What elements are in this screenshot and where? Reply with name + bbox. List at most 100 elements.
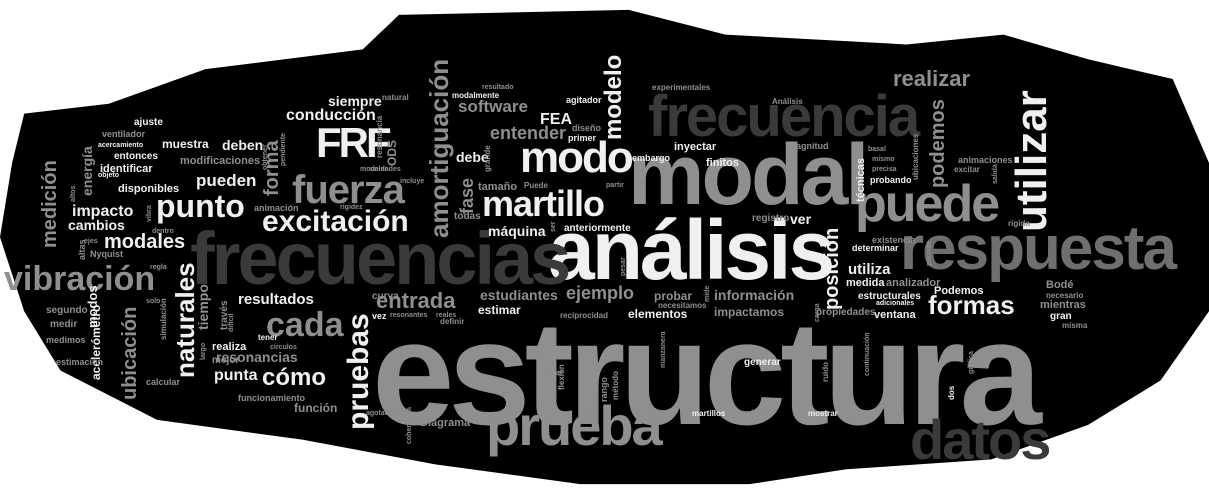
- word: punto: [156, 188, 245, 224]
- word: solo: [146, 298, 161, 305]
- word: partir: [606, 182, 624, 189]
- word: analizador: [886, 277, 941, 289]
- word: formas: [928, 290, 1015, 320]
- word: excitación: [262, 205, 409, 238]
- word: impactamos: [714, 305, 785, 319]
- word: largo: [200, 342, 207, 360]
- word: generar: [744, 357, 781, 368]
- word: embargo: [632, 153, 671, 163]
- word: entonces: [114, 151, 158, 162]
- word: Diagrama: [420, 417, 471, 429]
- word: información: [714, 287, 795, 303]
- word: altos: [70, 185, 77, 202]
- word: rango: [599, 376, 609, 402]
- word: carga: [814, 303, 821, 322]
- word: Bodé: [1046, 279, 1074, 291]
- word: modos: [85, 285, 100, 328]
- word: disponibles: [118, 183, 180, 195]
- word: experimentales: [652, 83, 711, 92]
- word: identificar: [100, 163, 153, 175]
- word: siempre: [328, 93, 382, 109]
- word: FEA: [540, 111, 572, 128]
- word: muestra: [162, 137, 209, 151]
- word: adicionales: [876, 300, 915, 307]
- word: calcular: [146, 377, 181, 387]
- word: pesar: [620, 257, 627, 276]
- word: martillo: [482, 183, 605, 224]
- word: posición: [821, 227, 843, 310]
- word: rigidez: [340, 204, 363, 211]
- word: probando: [870, 175, 912, 185]
- word: método: [611, 371, 620, 400]
- word: modificaciones: [180, 155, 261, 167]
- word: incluye: [400, 178, 425, 185]
- word: dentro: [152, 228, 174, 235]
- word: punta: [214, 367, 258, 384]
- word: técnicas: [855, 157, 867, 202]
- word: frecuencia: [648, 84, 920, 149]
- word: magnitud: [788, 141, 829, 151]
- word: manzanera: [660, 331, 667, 368]
- word: conducción: [286, 107, 376, 124]
- word: ODS: [385, 139, 399, 166]
- word: mientras: [1040, 299, 1086, 311]
- word: simulación: [159, 298, 168, 340]
- word: mide: [704, 285, 711, 302]
- word: agotadoras: [366, 410, 404, 417]
- word: necesario: [1046, 291, 1084, 300]
- word: misma: [1062, 321, 1088, 330]
- word: grande: [483, 145, 492, 172]
- word: animaciones: [958, 155, 1013, 165]
- word: frecuencias: [190, 217, 571, 300]
- word: anteriormente: [564, 223, 631, 234]
- word: excitar: [954, 165, 980, 174]
- word: mismo: [872, 156, 895, 163]
- word: animación: [254, 203, 299, 213]
- word: círculos: [270, 344, 297, 351]
- word: acercamiento: [98, 142, 144, 149]
- word: natural: [382, 93, 409, 102]
- word: precisa: [872, 166, 897, 173]
- word: finitos: [706, 157, 739, 169]
- word: tener: [258, 333, 278, 342]
- word: definir: [440, 317, 465, 326]
- word: gráfica: [968, 351, 975, 374]
- word: utiliza: [848, 261, 891, 278]
- word: ventilador: [102, 129, 146, 139]
- word: software: [458, 97, 528, 116]
- word: realiza: [212, 341, 247, 353]
- word: basal: [868, 146, 886, 153]
- word: podemos: [927, 99, 949, 188]
- word: mejor: [212, 355, 240, 366]
- word: ser: [550, 221, 557, 232]
- word: estructura: [372, 291, 1042, 456]
- word: ejes: [84, 238, 98, 245]
- word: fase: [457, 177, 477, 214]
- word: medida: [846, 277, 885, 289]
- word: grados: [738, 410, 762, 417]
- word: vez: [372, 311, 387, 321]
- word: necesitamos: [658, 301, 707, 310]
- word: ajuste: [134, 117, 163, 128]
- word: resultados: [238, 291, 314, 308]
- word: Análisis: [772, 97, 803, 106]
- word: utilizar: [1007, 90, 1056, 232]
- word: medir: [50, 319, 78, 330]
- word: mostrar: [808, 409, 838, 418]
- word: modelo: [600, 54, 627, 140]
- word: ubicación: [119, 306, 141, 400]
- word: determinar: [852, 243, 899, 253]
- word: existencia: [872, 235, 916, 245]
- word: ruido: [821, 362, 830, 382]
- word: agitador: [566, 95, 602, 105]
- word: prueba: [486, 394, 663, 457]
- word: inyectar: [674, 141, 717, 153]
- word: curva: [372, 291, 399, 302]
- word: modales: [104, 231, 186, 253]
- word: modelar: [360, 166, 388, 173]
- word: FRF: [316, 119, 392, 166]
- word: cómo: [262, 364, 327, 391]
- word: continuación: [864, 332, 871, 376]
- word: pueden: [196, 171, 257, 190]
